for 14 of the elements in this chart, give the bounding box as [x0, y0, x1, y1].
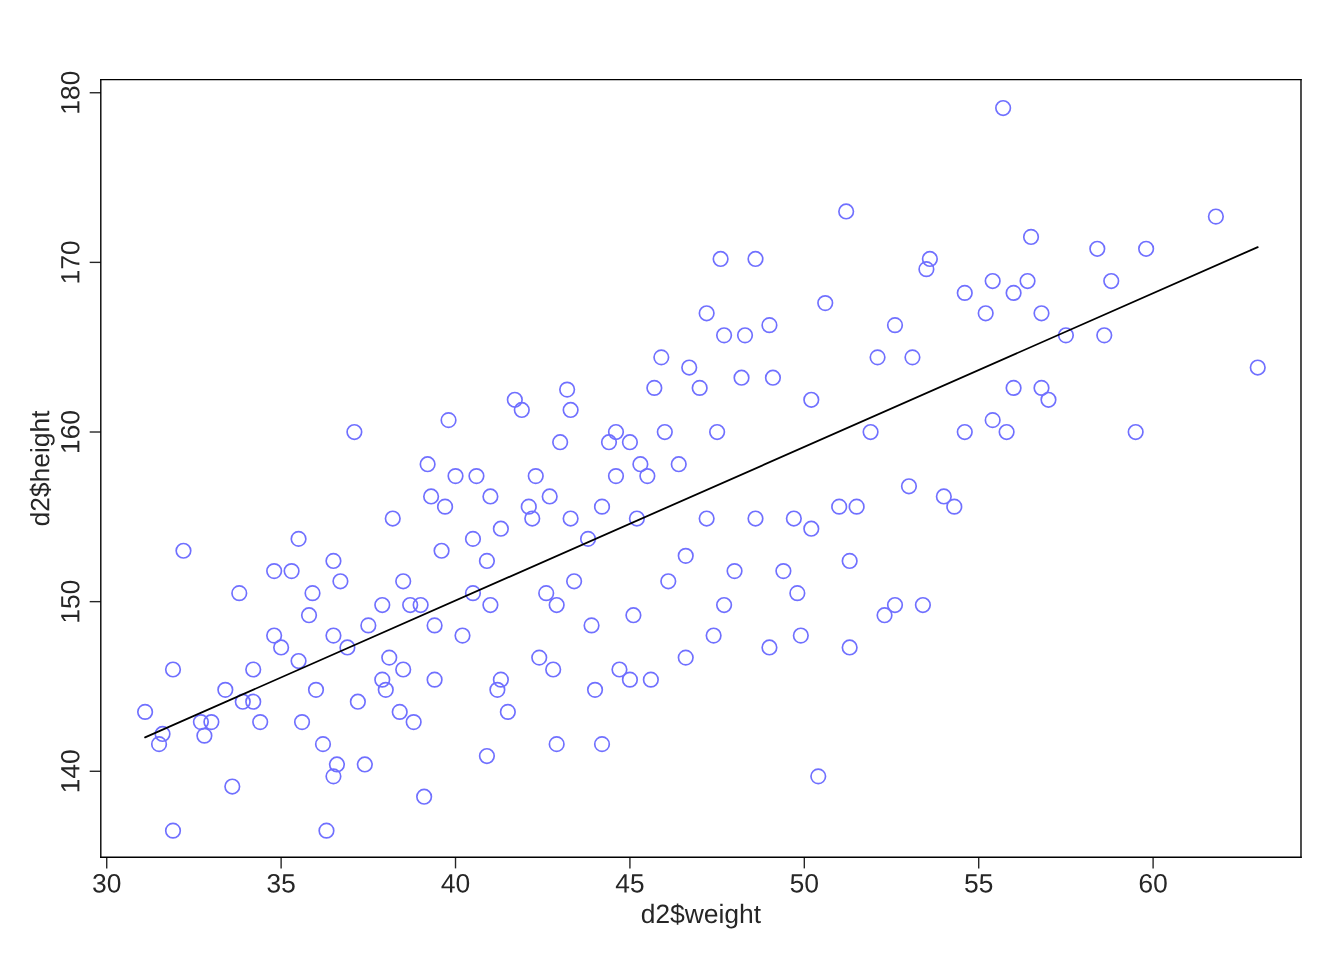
x-axis-title: d2$weight	[641, 903, 761, 929]
x-tick-label: 40	[441, 873, 470, 893]
y-tick-label: 180	[60, 71, 80, 113]
y-tick-label: 170	[60, 241, 80, 283]
x-tick-label: 60	[1139, 873, 1167, 893]
x-tick-label: 30	[93, 873, 121, 893]
x-tick-label: 55	[965, 874, 993, 893]
y-axis-title: d2$height	[29, 410, 55, 526]
x-tick-label: 45	[615, 874, 644, 893]
x-tick-label: 35	[267, 873, 295, 893]
y-tick-label: 160	[60, 411, 80, 453]
y-tick-label: 140	[60, 750, 80, 792]
x-tick-label: 50	[790, 873, 818, 893]
y-tick-label: 150	[60, 580, 80, 622]
